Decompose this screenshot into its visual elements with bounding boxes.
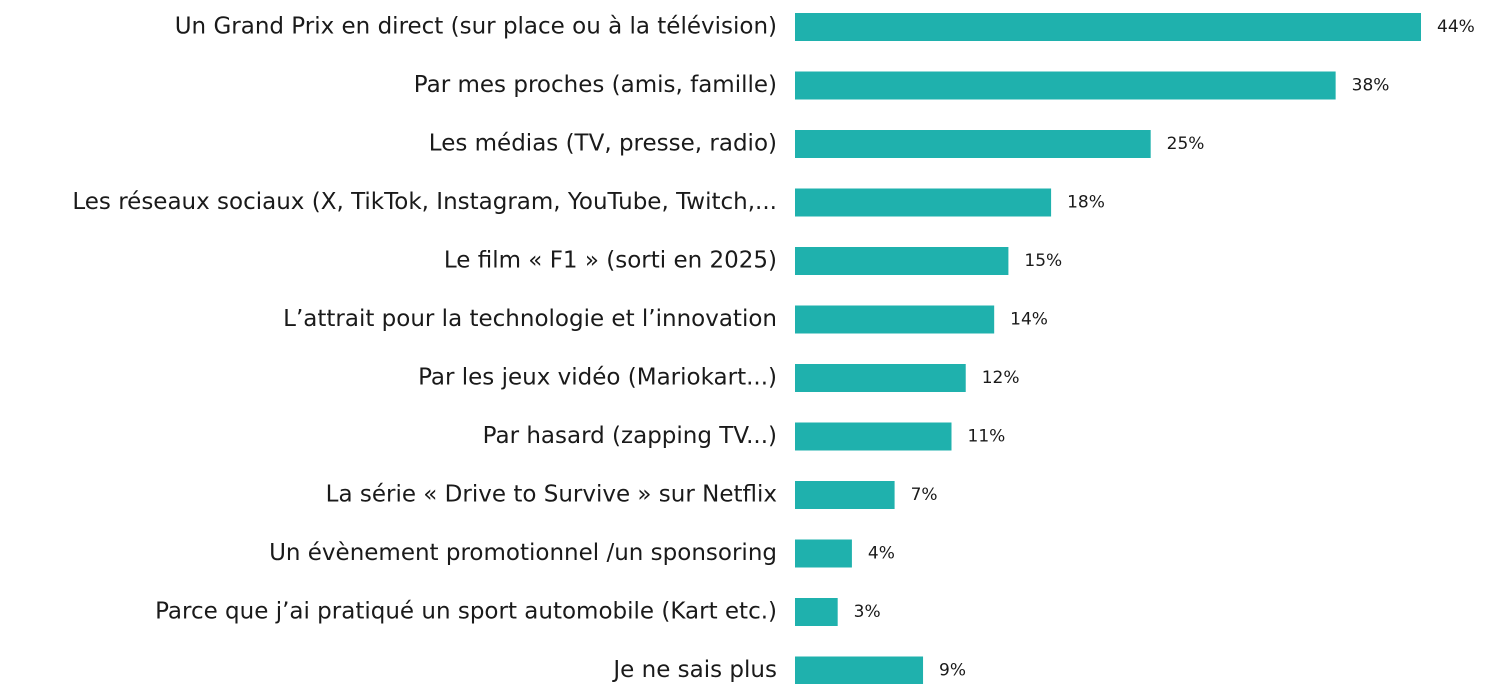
category-label: Parce que j’ai pratiqué un sport automob… — [155, 599, 777, 625]
category-label: Par hasard (zapping TV...) — [483, 423, 777, 449]
bar — [795, 481, 895, 509]
category-label: L’attrait pour la technologie et l’innov… — [283, 306, 777, 332]
category-label: Le film « F1 » (sorti en 2025) — [444, 248, 777, 274]
category-label: La série « Drive to Survive » sur Netfli… — [326, 482, 777, 508]
category-label: Par les jeux vidéo (Mariokart...) — [418, 365, 777, 391]
category-label: Un évènement promotionnel /un sponsoring — [269, 540, 777, 566]
bar — [795, 130, 1151, 158]
value-label: 25% — [1167, 134, 1205, 154]
bar — [795, 364, 966, 392]
bar — [795, 247, 1009, 275]
bar — [795, 656, 924, 685]
value-label: 18% — [1067, 193, 1105, 213]
value-label: 14% — [1010, 310, 1048, 330]
bar — [795, 598, 838, 626]
value-label: 4% — [868, 544, 895, 564]
category-label: Je ne sais plus — [611, 657, 777, 683]
value-label: 3% — [854, 602, 881, 622]
value-label: 11% — [968, 427, 1006, 447]
category-label: Un Grand Prix en direct (sur place ou à … — [175, 14, 777, 40]
bar — [795, 13, 1421, 41]
bar — [795, 422, 952, 451]
value-label: 9% — [939, 661, 966, 681]
bar — [795, 188, 1052, 217]
category-label: Par mes proches (amis, famille) — [414, 72, 777, 98]
value-label: 7% — [911, 485, 938, 505]
bar — [795, 71, 1336, 100]
value-label: 12% — [982, 368, 1020, 388]
bar — [795, 305, 995, 334]
value-label: 15% — [1024, 251, 1062, 271]
category-label: Les médias (TV, presse, radio) — [429, 131, 777, 157]
value-label: 44% — [1437, 17, 1475, 37]
bar — [795, 539, 852, 568]
category-label: Les réseaux sociaux (X, TikTok, Instagra… — [72, 189, 777, 215]
value-label: 38% — [1352, 76, 1390, 96]
